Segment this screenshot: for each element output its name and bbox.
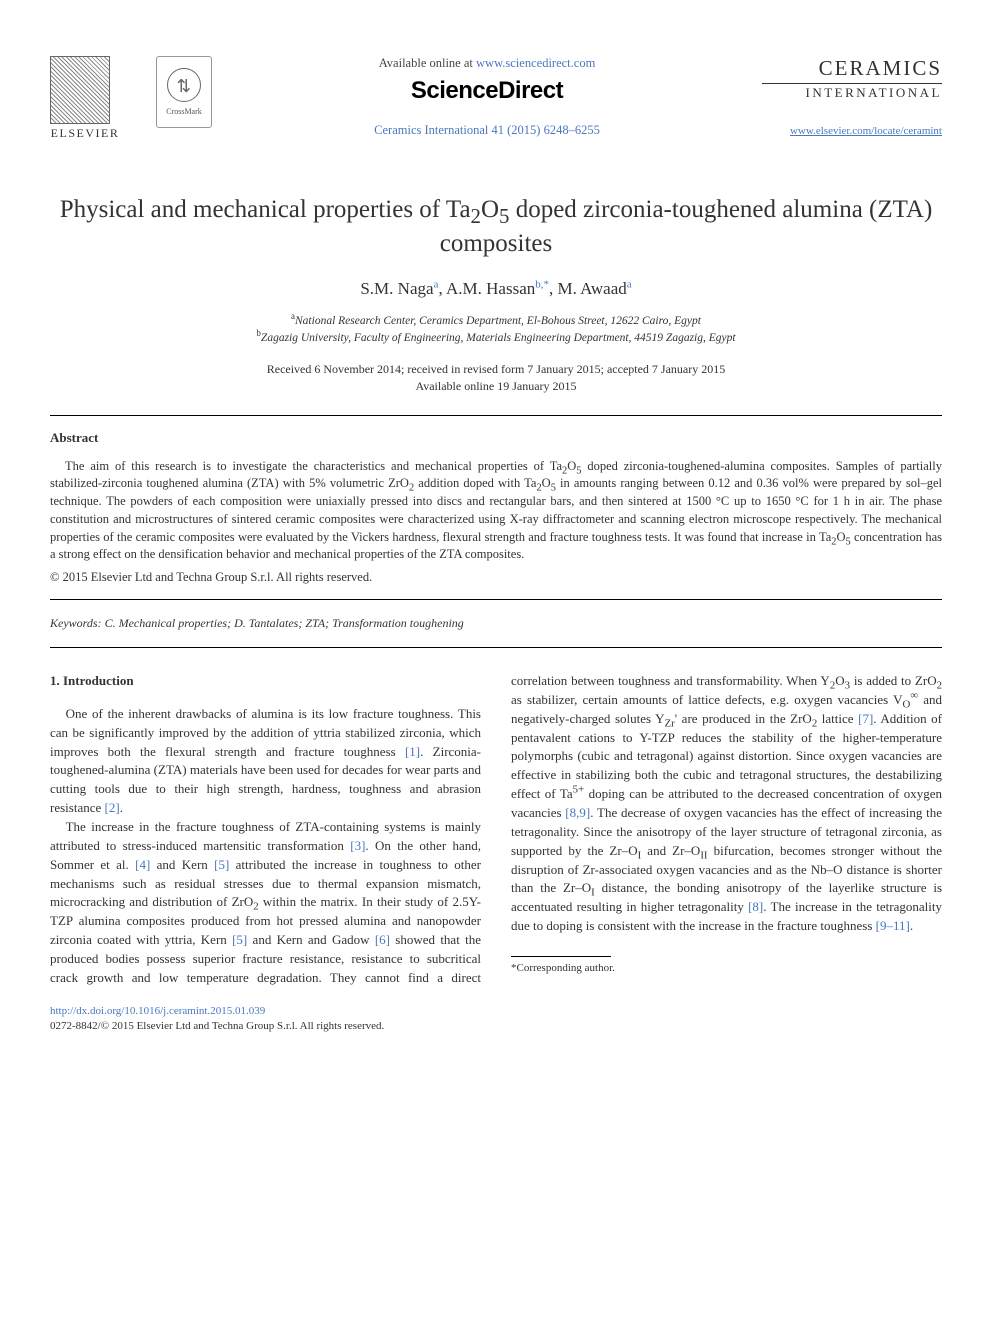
available-online: Available online at www.sciencedirect.co… xyxy=(232,56,742,71)
journal-reference[interactable]: Ceramics International 41 (2015) 6248–62… xyxy=(232,123,742,138)
abstract-text: The aim of this research is to investiga… xyxy=(50,458,942,565)
elsevier-logo: ELSEVIER xyxy=(50,56,120,141)
dates-received: Received 6 November 2014; received in re… xyxy=(50,361,942,378)
header-right: CERAMICS INTERNATIONAL www.elsevier.com/… xyxy=(762,56,942,137)
elsevier-tree-icon xyxy=(50,56,110,124)
footnote-rule xyxy=(511,956,611,957)
header-center: Available online at www.sciencedirect.co… xyxy=(212,56,762,138)
doi-link[interactable]: http://dx.doi.org/10.1016/j.ceramint.201… xyxy=(50,1005,265,1017)
abstract-heading: Abstract xyxy=(50,430,942,446)
journal-subtitle: INTERNATIONAL xyxy=(762,85,942,101)
abstract-section: Abstract The aim of this research is to … xyxy=(50,430,942,586)
keywords-text: C. Mechanical properties; D. Tantalates;… xyxy=(102,616,464,630)
keywords-label: Keywords: xyxy=(50,616,102,630)
affiliations: aNational Research Center, Ceramics Depa… xyxy=(50,313,942,348)
crossmark-label: CrossMark xyxy=(166,107,202,116)
rule-mid1 xyxy=(50,599,942,600)
intro-para-1: One of the inherent drawbacks of alumina… xyxy=(50,705,481,818)
dates-online: Available online 19 January 2015 xyxy=(50,378,942,395)
rule-top xyxy=(50,415,942,416)
sciencedirect-logo: ScienceDirect xyxy=(232,77,742,105)
body-columns: 1. Introduction One of the inherent draw… xyxy=(50,672,942,988)
keywords: Keywords: C. Mechanical properties; D. T… xyxy=(50,616,942,631)
abstract-copyright: © 2015 Elsevier Ltd and Techna Group S.r… xyxy=(50,570,942,585)
article-title: Physical and mechanical properties of Ta… xyxy=(50,193,942,261)
rule-mid2 xyxy=(50,647,942,648)
header: ELSEVIER ⇄ CrossMark Available online at… xyxy=(50,56,942,141)
issn-copyright: 0272-8842/© 2015 Elsevier Ltd and Techna… xyxy=(50,1020,384,1032)
corresponding-author-note: *Corresponding author. xyxy=(511,961,942,977)
article-dates: Received 6 November 2014; received in re… xyxy=(50,361,942,395)
footer: http://dx.doi.org/10.1016/j.ceramint.201… xyxy=(50,1004,942,1035)
elsevier-label: ELSEVIER xyxy=(50,126,120,141)
crossmark-badge[interactable]: ⇄ CrossMark xyxy=(156,56,212,128)
journal-title: CERAMICS xyxy=(762,56,942,84)
abstract-body: The aim of this research is to investiga… xyxy=(50,458,942,565)
crossmark-circle-icon: ⇄ xyxy=(167,68,201,102)
affiliation-a: aNational Research Center, Ceramics Depa… xyxy=(50,313,942,330)
sciencedirect-url[interactable]: www.sciencedirect.com xyxy=(476,56,595,70)
journal-homepage-link[interactable]: www.elsevier.com/locate/ceramint xyxy=(762,125,942,137)
available-online-prefix: Available online at xyxy=(379,56,476,70)
authors: S.M. Nagaa, A.M. Hassanb,*, M. Awaada xyxy=(50,279,942,299)
header-left: ELSEVIER ⇄ CrossMark xyxy=(50,56,212,141)
intro-heading: 1. Introduction xyxy=(50,672,481,691)
crossmark-arrows-icon: ⇄ xyxy=(174,77,195,92)
affiliation-b: bZagazig University, Faculty of Engineer… xyxy=(50,330,942,347)
